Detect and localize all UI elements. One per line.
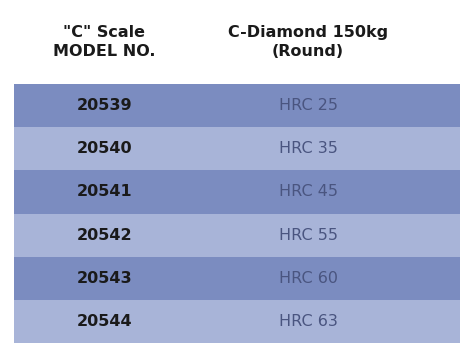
Text: HRC 60: HRC 60 [279,271,337,286]
Text: HRC 63: HRC 63 [279,314,337,329]
Text: HRC 35: HRC 35 [279,141,337,156]
Text: 20542: 20542 [76,228,132,243]
Text: 20543: 20543 [76,271,132,286]
Text: HRC 55: HRC 55 [279,228,337,243]
Text: 20540: 20540 [76,141,132,156]
Text: HRC 25: HRC 25 [279,98,337,113]
Bar [14,213,460,257]
Text: HRC 45: HRC 45 [279,185,337,199]
Text: 20544: 20544 [76,314,132,329]
Bar [14,170,460,213]
Bar [14,84,460,127]
Text: 20541: 20541 [76,185,132,199]
Text: 20539: 20539 [76,98,132,113]
Bar [14,257,460,300]
Bar [14,127,460,170]
Text: C-Diamond 150kg
(Round): C-Diamond 150kg (Round) [228,25,388,59]
Text: "C" Scale
MODEL NO.: "C" Scale MODEL NO. [53,25,155,59]
Bar [14,300,460,343]
